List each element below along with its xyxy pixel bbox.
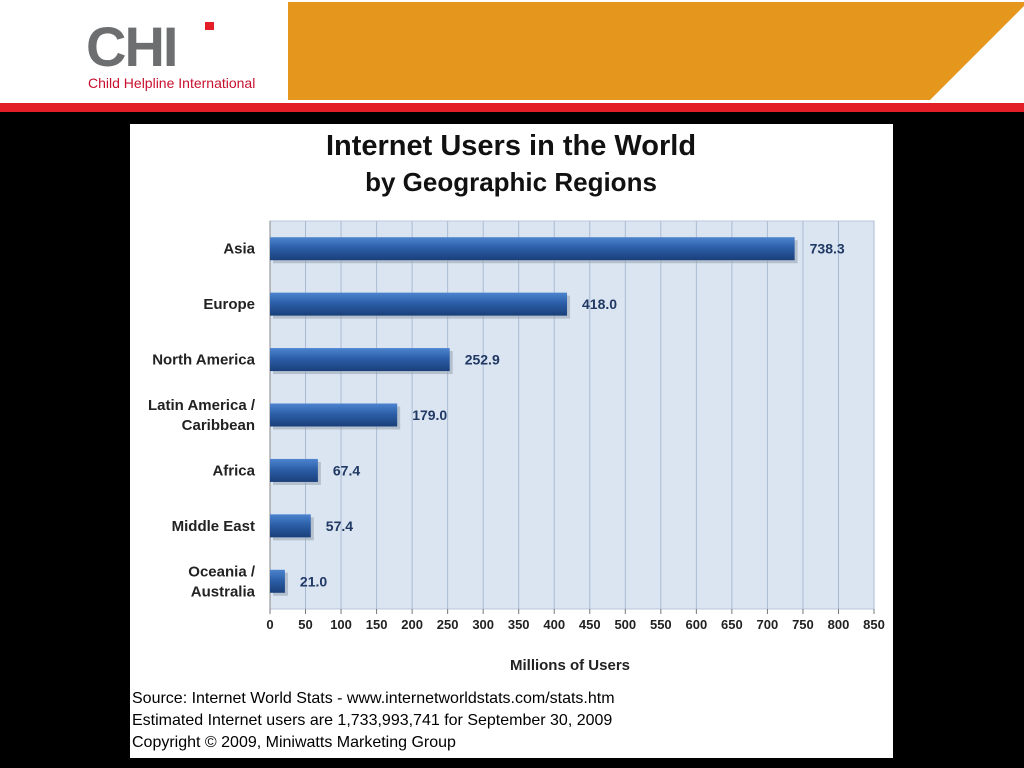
x-tick-labels: 0 50 100 150 200 250 300 350 400 450 500 550 600 650 7… xyxy=(266,609,885,632)
x-axis-label: Millions of Users xyxy=(510,657,630,674)
estimate-line: Estimated Internet users are 1,733,993,7… xyxy=(132,712,613,729)
x-tick-label: 150 xyxy=(366,617,388,632)
bar xyxy=(270,458,318,482)
chi-logo: CHI xyxy=(88,20,214,70)
x-tick-label: 0 xyxy=(266,617,273,632)
category-label: North America xyxy=(152,352,255,369)
red-band xyxy=(0,103,1024,112)
bar xyxy=(270,348,450,372)
category-label: Africa xyxy=(212,462,255,479)
x-tick-label: 450 xyxy=(579,617,601,632)
source-line: Source: Internet World Stats - www.inter… xyxy=(132,690,615,707)
bar-value-label: 67.4 xyxy=(333,462,360,478)
x-tick-label: 50 xyxy=(298,617,312,632)
value-labels: 738.3 418.0 252.9 179.0 67.4 57.4 21.0 xyxy=(300,241,845,590)
chart-panel: Internet Users in the World by Geographi… xyxy=(130,124,893,758)
x-tick-label: 500 xyxy=(614,617,636,632)
organization-name: Child Helpline International xyxy=(88,75,256,91)
category-label: Australia xyxy=(191,583,256,600)
category-label: Asia xyxy=(223,241,255,258)
x-tick-label: 600 xyxy=(686,617,708,632)
bar-value-label: 179.0 xyxy=(412,407,447,423)
logo-text: CHI xyxy=(88,20,176,70)
bar-value-label: 252.9 xyxy=(465,352,500,368)
bar xyxy=(270,569,285,593)
bar xyxy=(270,237,795,261)
category-label: Europe xyxy=(203,296,255,313)
x-tick-label: 650 xyxy=(721,617,743,632)
category-label: Middle East xyxy=(172,518,255,535)
category-labels: Asia Europe North America Latin America / Ca… xyxy=(148,241,256,601)
category-label: Latin America / xyxy=(148,397,256,414)
x-tick-label: 400 xyxy=(543,617,565,632)
bar-value-label: 57.4 xyxy=(326,518,353,534)
x-tick-label: 300 xyxy=(472,617,494,632)
x-tick-label: 200 xyxy=(401,617,423,632)
x-tick-label: 250 xyxy=(437,617,459,632)
bars xyxy=(270,237,798,596)
source-notes: Source: Internet World Stats - www.inter… xyxy=(132,688,892,754)
bar-chart: Internet Users in the World by Geographi… xyxy=(148,130,885,674)
chart-title: Internet Users in the World xyxy=(326,130,696,162)
bar xyxy=(270,403,398,427)
x-tick-label: 800 xyxy=(828,617,850,632)
bar xyxy=(270,514,311,538)
category-label: Oceania / xyxy=(188,563,256,580)
logo-area: CHI Child Helpline International xyxy=(0,0,288,100)
copyright-line: Copyright © 2009, Miniwatts Marketing Gr… xyxy=(132,734,456,751)
bar xyxy=(270,292,568,316)
bar-value-label: 21.0 xyxy=(300,573,327,589)
x-tick-label: 750 xyxy=(792,617,814,632)
slide-header: CHI Child Helpline International xyxy=(0,0,1024,112)
logo-dot xyxy=(205,22,214,30)
bar-value-label: 418.0 xyxy=(582,296,617,312)
category-label: Caribbean xyxy=(182,417,255,434)
x-tick-label: 100 xyxy=(330,617,352,632)
orange-banner xyxy=(288,2,1024,100)
x-tick-label: 850 xyxy=(863,617,885,632)
chart-subtitle: by Geographic Regions xyxy=(365,167,657,197)
x-tick-label: 550 xyxy=(650,617,672,632)
bar-value-label: 738.3 xyxy=(810,241,845,257)
x-tick-label: 700 xyxy=(757,617,779,632)
x-tick-label: 350 xyxy=(508,617,530,632)
